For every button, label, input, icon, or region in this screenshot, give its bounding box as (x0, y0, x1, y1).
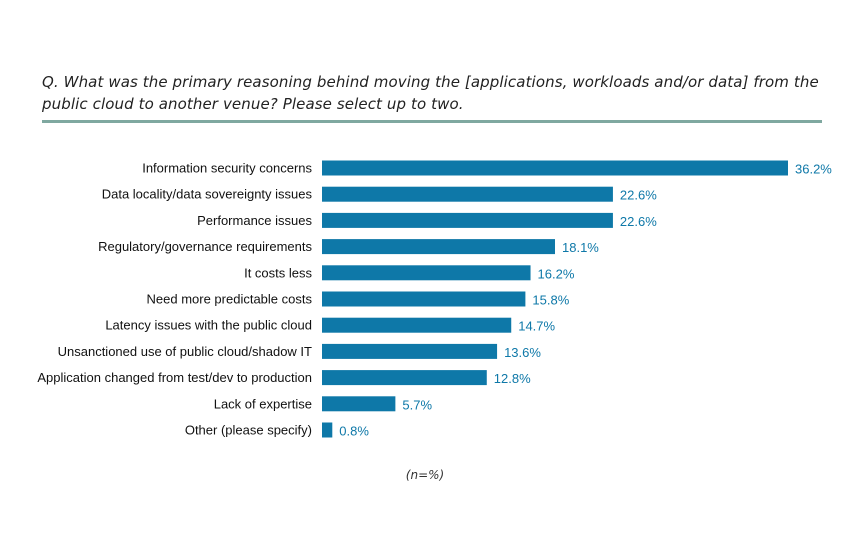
category-label: Information security concerns (142, 161, 312, 176)
value-label: 15.8% (532, 293, 569, 308)
category-label: Latency issues with the public cloud (105, 318, 312, 333)
category-label: Need more predictable costs (147, 292, 313, 307)
bar (322, 422, 333, 438)
sample-note: (n=%) (405, 468, 445, 482)
category-label: Performance issues (197, 213, 312, 228)
bar (322, 291, 526, 307)
value-label: 5.7% (402, 397, 432, 412)
divider-rule (42, 120, 822, 123)
value-label: 22.6% (620, 214, 657, 229)
value-label: 22.6% (620, 188, 657, 203)
bar-chart: Information security concerns 36.2% Data l… (37, 160, 832, 439)
bar (322, 317, 512, 333)
bar (322, 160, 788, 176)
bar (322, 396, 396, 412)
category-label: Regulatory/governance requirements (98, 239, 312, 254)
category-label: Application changed from test/dev to pro… (37, 370, 312, 385)
category-label: Other (please specify) (185, 423, 312, 438)
category-label: Data locality/data sovereignty issues (102, 187, 313, 202)
value-label: 0.8% (339, 424, 369, 439)
value-label: 13.6% (504, 345, 541, 360)
bar (322, 343, 498, 359)
value-label: 16.2% (538, 266, 575, 281)
value-label: 14.7% (518, 319, 555, 334)
category-label: Unsanctioned use of public cloud/shadow … (58, 344, 312, 359)
value-label: 12.8% (494, 371, 531, 386)
category-label: Lack of expertise (214, 396, 312, 411)
bar (322, 239, 555, 255)
bar (322, 186, 613, 202)
bar (322, 265, 531, 281)
value-label: 36.2% (795, 162, 832, 177)
value-label: 18.1% (562, 240, 599, 255)
bar (322, 212, 613, 228)
bar (322, 370, 487, 386)
category-label: It costs less (244, 265, 312, 280)
question-text: Q. What was the primary reasoning behind… (42, 73, 819, 113)
